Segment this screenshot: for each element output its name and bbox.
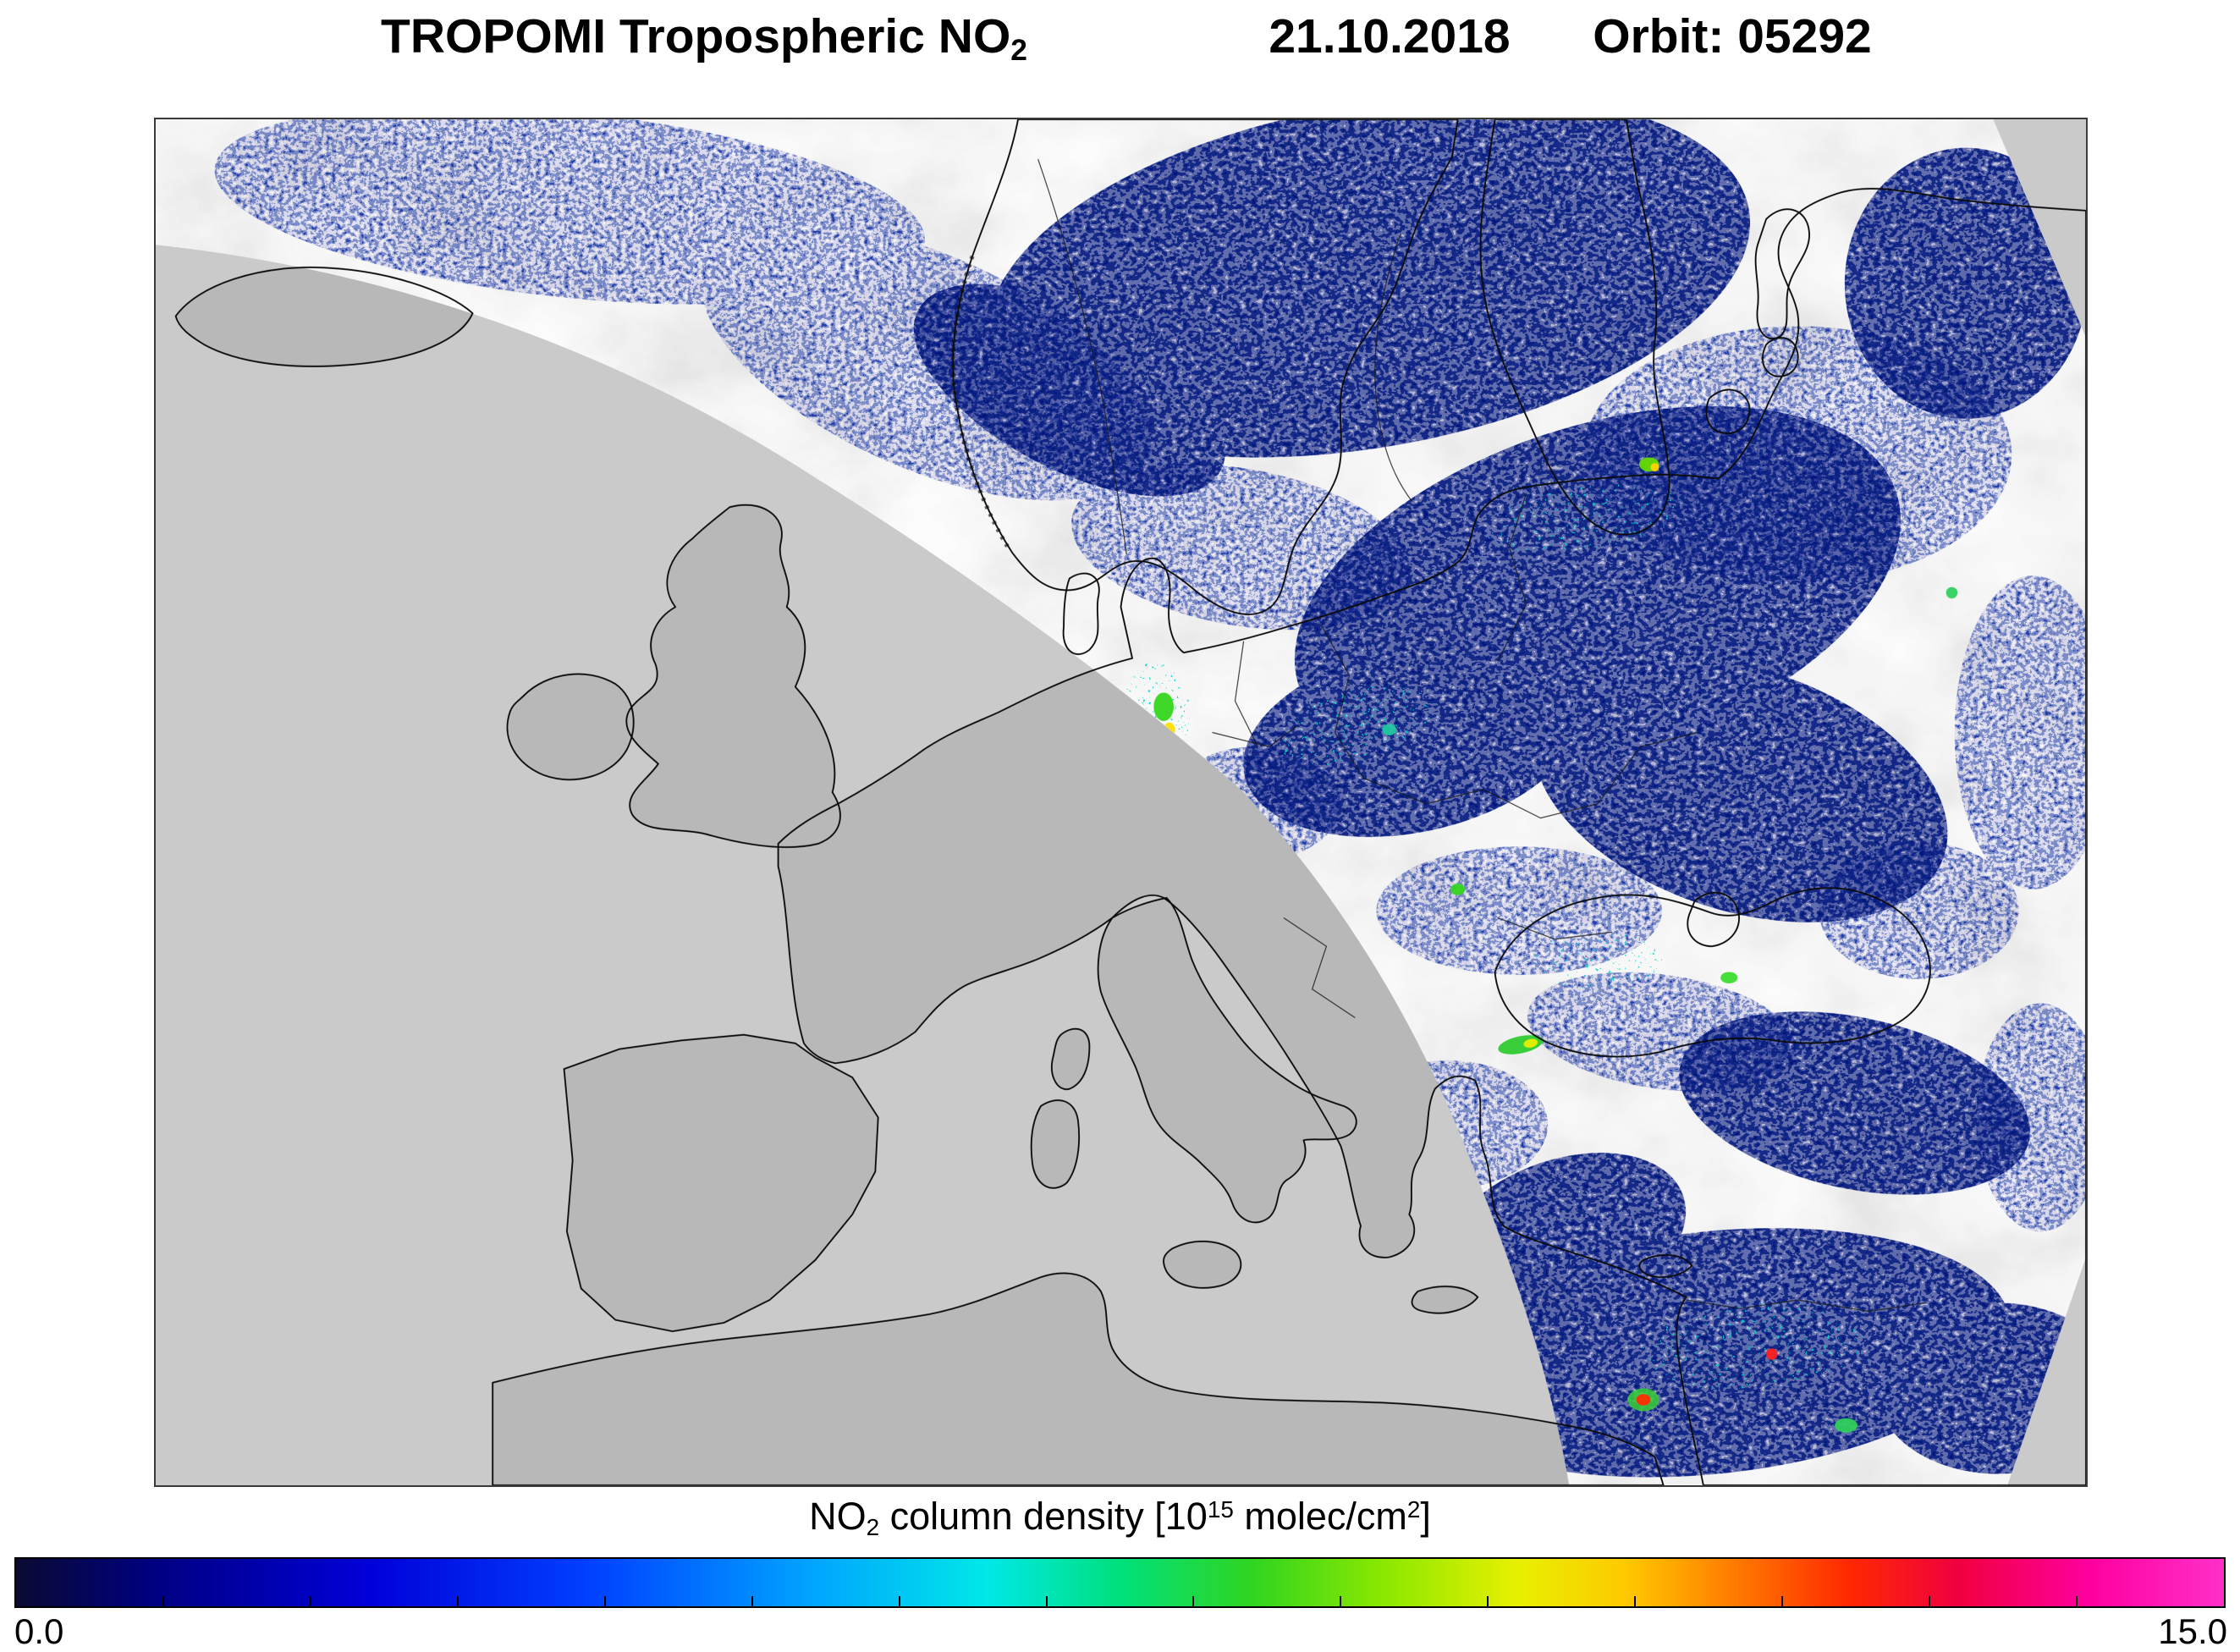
colorbar-gradient: [16, 1559, 2224, 1606]
colorbar-tick: [1634, 1596, 1637, 1606]
colorbar-tick: [1045, 1596, 1048, 1606]
page-title-text: TROPOMI Tropospheric NO: [381, 9, 1011, 63]
no2-hotspot: [1766, 1348, 1778, 1360]
colorbar-tick: [898, 1596, 900, 1606]
no2-hotspots: [1146, 457, 1958, 1433]
no2-hotspot: [1946, 586, 1958, 599]
country-borders: [1037, 158, 1927, 1313]
page-title: TROPOMI Tropospheric NO2: [381, 8, 1027, 68]
map: [154, 118, 2088, 1487]
no2-hotspot: [1720, 972, 1738, 983]
colorbar-tick: [1929, 1596, 1931, 1606]
colorbar-tick: [162, 1596, 164, 1606]
colorbar-tick: [2076, 1596, 2078, 1606]
colorbar-min-label: 0.0: [14, 1611, 64, 1651]
colorbar-ticks: [16, 1559, 2224, 1606]
no2-hotspot: [1523, 1038, 1538, 1048]
colorbar-tick: [1487, 1596, 1489, 1606]
orbit-label: Orbit: 05292: [1593, 9, 1872, 63]
map-svg: [156, 119, 2086, 1485]
colorbar-tick: [1781, 1596, 1784, 1606]
colorbar-tick: [309, 1596, 311, 1606]
no2-hotspot: [1450, 884, 1466, 895]
colorbar-tick: [603, 1596, 606, 1606]
date-label: 21.10.2018: [1269, 9, 1511, 63]
colorbar-title-text: NO: [809, 1495, 867, 1538]
colorbar-title: NO2 column density [1015 molec/cm2]: [809, 1495, 1431, 1540]
colorbar-tick: [456, 1596, 459, 1606]
no2-hotspot: [1835, 1418, 1858, 1433]
colorbar-tick: [751, 1596, 753, 1606]
page-title-subscript: 2: [1010, 33, 1027, 67]
colorbar: [14, 1557, 2226, 1608]
colorbar-tick: [1340, 1596, 1342, 1606]
colorbar-max-label: 15.0: [2158, 1611, 2227, 1651]
no2-hotspot: [1650, 463, 1659, 472]
colorbar-tick: [1192, 1596, 1195, 1606]
no2-hotspot: [1382, 724, 1397, 735]
no2-hotspot: [1636, 1394, 1651, 1406]
no2-hotspot: [1153, 692, 1174, 721]
